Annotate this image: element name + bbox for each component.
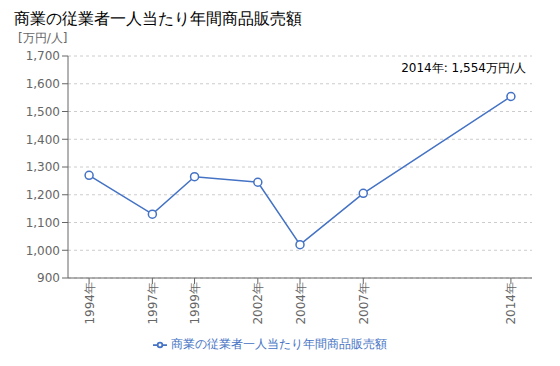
svg-text:1,500: 1,500 <box>26 105 60 119</box>
svg-text:2004年: 2004年 <box>294 282 308 325</box>
svg-text:2014年: 2014年 <box>504 282 518 325</box>
svg-text:1,100: 1,100 <box>26 216 60 230</box>
html-text:商業の従業者一人当たり年間商品販売額: 商業の従業者一人当たり年間商品販売額 <box>14 9 302 28</box>
html-text:2014年: 1,554万円/人: 2014年: 1,554万円/人 <box>401 61 526 75</box>
svg-text:1,200: 1,200 <box>26 188 60 202</box>
svg-text:900: 900 <box>37 271 60 285</box>
svg-text:2007年: 2007年 <box>357 282 371 325</box>
svg-text:1994年: 1994年 <box>83 282 97 325</box>
svg-text:1,700: 1,700 <box>26 49 60 63</box>
html-text:[万円/人]: [万円/人] <box>18 31 68 45</box>
svg-text:1997年: 1997年 <box>146 282 160 325</box>
svg-text:1999年: 1999年 <box>188 282 202 325</box>
svg-text:1,300: 1,300 <box>26 160 60 174</box>
svg-text:1,600: 1,600 <box>26 77 60 91</box>
svg-text:1,400: 1,400 <box>26 133 60 147</box>
svg-text:1,000: 1,000 <box>26 244 60 258</box>
svg-text:2002年: 2002年 <box>251 282 265 325</box>
html-text:商業の従業者一人当たり年間商品販売額: 商業の従業者一人当たり年間商品販売額 <box>171 337 387 351</box>
